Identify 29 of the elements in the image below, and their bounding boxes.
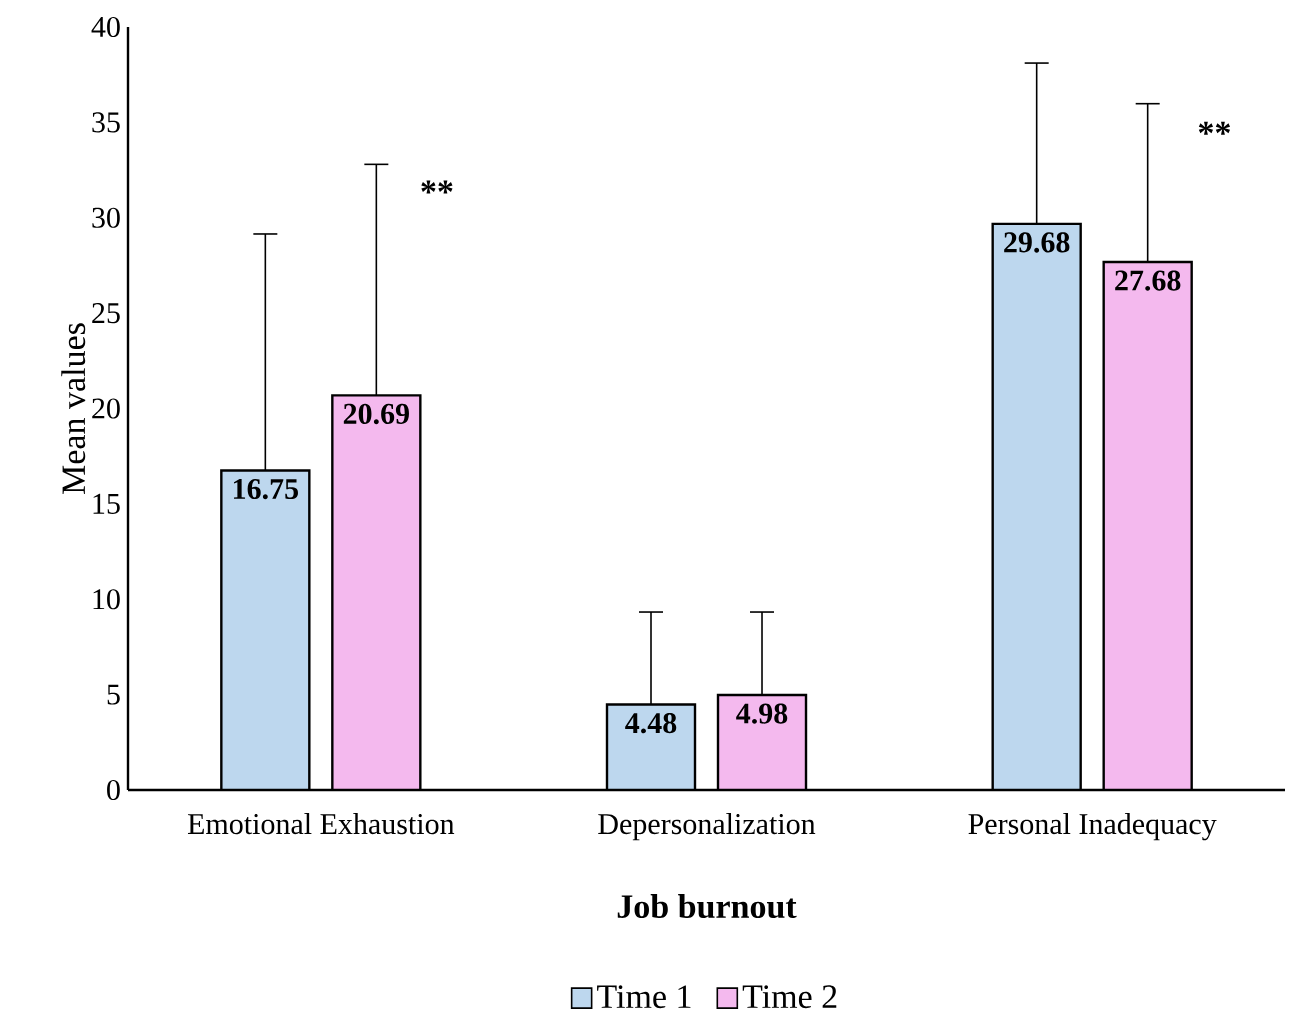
y-tick-label: 10	[93, 589, 120, 610]
y-tick-label: 30	[92, 207, 120, 228]
y-tick-label: 25	[92, 303, 120, 324]
y-tick-label: 0	[107, 779, 120, 801]
bar	[1102, 260, 1193, 791]
x-tick-label: Emotional Exhaustion	[187, 813, 455, 835]
y-tick-label: 20	[92, 398, 120, 419]
data-label: 20.69	[343, 403, 409, 425]
y-tick-label: 5	[107, 684, 120, 705]
x-axis-title: Job burnout	[617, 894, 797, 919]
bar	[332, 395, 421, 791]
bar	[221, 470, 310, 791]
y-tick-label: 15	[93, 493, 120, 514]
annotation: **	[1198, 121, 1231, 135]
y-tick-label: 35	[92, 112, 120, 133]
x-tick-label: Personal Inadequacy	[968, 813, 1217, 841]
legend-label: Time 2	[742, 985, 837, 1009]
data-label: 16.75	[234, 478, 298, 500]
data-label: 4.98	[736, 703, 788, 724]
data-label: 4.48	[625, 713, 677, 734]
x-tick-label: Depersonalization	[598, 813, 816, 841]
data-label: 27.68	[1115, 270, 1181, 291]
legend-label: Time 1	[597, 985, 691, 1009]
bar	[991, 222, 1082, 791]
y-tick-label: 40	[91, 16, 120, 38]
annotation: **	[421, 180, 453, 194]
data-label: 29.68	[1004, 232, 1070, 253]
y-axis-title: Mean values	[61, 323, 86, 494]
bar	[718, 695, 807, 791]
